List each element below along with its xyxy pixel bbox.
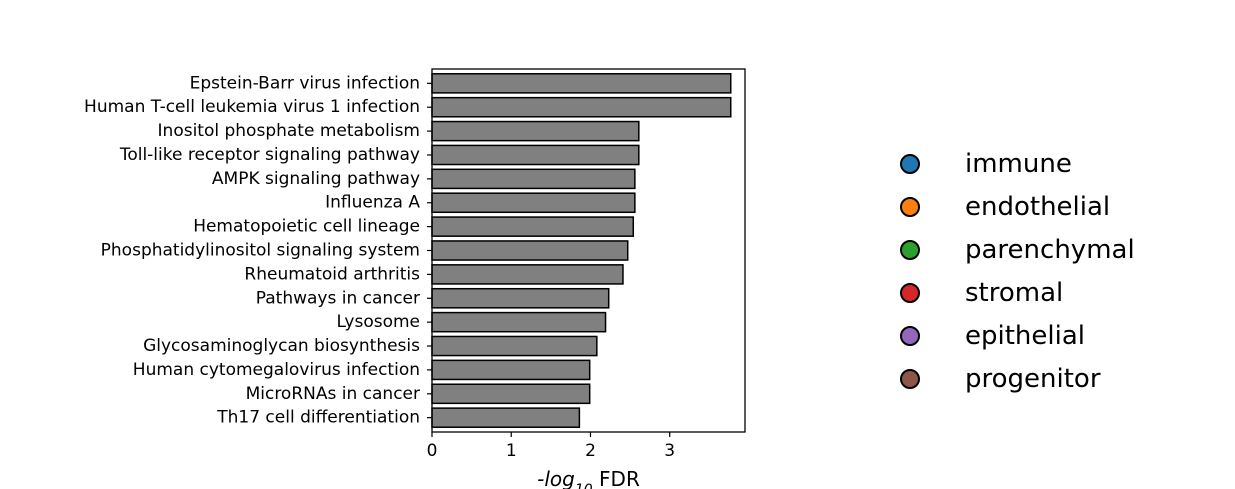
bar-hematopoietic-cell-lineage bbox=[431, 216, 635, 237]
legend-item-immune: immune bbox=[900, 142, 1135, 185]
bar-ampk-signaling-pathway bbox=[431, 168, 636, 190]
y-tick-label: Human T-cell leukemia virus 1 infection bbox=[84, 97, 420, 117]
y-tick-label: AMPK signaling pathway bbox=[212, 169, 420, 189]
bar-influenza-a bbox=[431, 192, 636, 214]
legend-item-parenchymal: parenchymal bbox=[900, 228, 1135, 271]
legend-item-stromal: stromal bbox=[900, 271, 1135, 314]
x-ticks: 0 1 2 3 bbox=[427, 432, 675, 461]
bar-epstein-barr-virus-infection bbox=[431, 73, 732, 94]
legend-item-epithelial: epithelial bbox=[900, 314, 1135, 357]
legend: immune endothelial parenchymal stromal e… bbox=[900, 142, 1135, 400]
y-tick-label: Influenza A bbox=[325, 193, 420, 213]
legend-marker-epithelial bbox=[900, 325, 920, 346]
legend-marker-immune bbox=[900, 153, 920, 174]
y-tick-label: Lysosome bbox=[336, 312, 420, 332]
legend-marker-endothelial bbox=[900, 196, 920, 217]
x-tick-label: 2 bbox=[585, 441, 596, 461]
bar-rheumatoid-arthritis bbox=[431, 264, 624, 285]
x-tick-label: 1 bbox=[506, 441, 517, 461]
bar-micrornas-in-cancer bbox=[431, 383, 591, 405]
y-tick-label: Inositol phosphate metabolism bbox=[158, 121, 420, 141]
x-tick-label: 3 bbox=[664, 441, 675, 461]
y-tick-label: Th17 cell differentiation bbox=[216, 408, 420, 428]
legend-label-endothelial: endothelial bbox=[965, 191, 1111, 222]
bar-human-t-cell-leukemia-virus-1-infection bbox=[431, 96, 732, 118]
bar-toll-like-receptor-signaling-pathway bbox=[431, 144, 640, 166]
x-axis-label-prefix: -log bbox=[537, 467, 575, 489]
legend-label-epithelial: epithelial bbox=[965, 320, 1085, 351]
bar-glycosaminoglycan-biosynthesis bbox=[431, 335, 598, 357]
legend-marker-progenitor bbox=[900, 368, 920, 389]
legend-item-endothelial: endothelial bbox=[900, 185, 1135, 228]
legend-label-immune: immune bbox=[965, 148, 1072, 179]
legend-marker-parenchymal bbox=[900, 239, 920, 260]
legend-marker-stromal bbox=[900, 282, 920, 303]
plot-frame bbox=[431, 68, 746, 433]
y-tick-label: Toll-like receptor signaling pathway bbox=[119, 145, 420, 165]
bars bbox=[431, 73, 732, 428]
y-tick-label: MicroRNAs in cancer bbox=[246, 384, 420, 404]
y-tick-label: Pathways in cancer bbox=[256, 288, 420, 308]
y-tick-label: Rheumatoid arthritis bbox=[244, 264, 420, 284]
y-tick-label: Epstein-Barr virus infection bbox=[190, 73, 420, 93]
bar-lysosome bbox=[431, 311, 607, 333]
legend-label-progenitor: progenitor bbox=[965, 363, 1101, 394]
legend-item-progenitor: progenitor bbox=[900, 357, 1135, 400]
legend-label-stromal: stromal bbox=[965, 277, 1064, 308]
y-tick-label: Glycosaminoglycan biosynthesis bbox=[143, 336, 420, 356]
bar-pathways-in-cancer bbox=[431, 287, 610, 309]
bar-human-cytomegalovirus-infection bbox=[431, 359, 591, 381]
legend-label-parenchymal: parenchymal bbox=[965, 234, 1135, 265]
y-tick-label: Hematopoietic cell lineage bbox=[193, 217, 420, 237]
bar-phosphatidylinositol-signaling-system bbox=[431, 240, 629, 261]
x-axis-label: -log10 FDR bbox=[537, 467, 640, 489]
bar-th17-cell-differentiation bbox=[431, 407, 581, 428]
x-tick-label: 0 bbox=[427, 441, 438, 461]
x-axis-label-subscript: 10 bbox=[575, 482, 593, 489]
x-axis-label-suffix: FDR bbox=[593, 467, 640, 489]
bar-inositol-phosphate-metabolism bbox=[431, 120, 640, 142]
y-tick-label: Human cytomegalovirus infection bbox=[133, 360, 420, 380]
y-tick-label: Phosphatidylinositol signaling system bbox=[101, 241, 420, 261]
y-tick-labels: Epstein-Barr virus infection Human T-cell… bbox=[84, 73, 432, 428]
